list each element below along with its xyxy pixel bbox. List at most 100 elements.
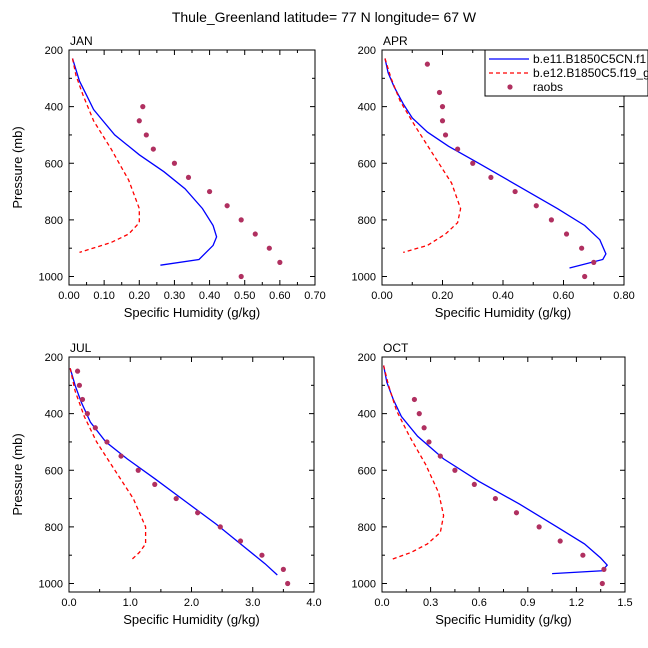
raobs-point	[84, 411, 90, 417]
raobs-point	[238, 273, 244, 280]
x-tick-label: 0.40	[492, 290, 513, 302]
x-tick-label: 0.30	[164, 290, 185, 302]
x-tick-label: 0.9	[520, 597, 535, 609]
raobs-point	[599, 580, 605, 587]
x-tick-label: 0.50	[234, 290, 255, 302]
x-axis-label: Specific Humidity (g/kg)	[435, 612, 572, 627]
plot-frame	[68, 49, 316, 286]
y-tick-label: 400	[45, 409, 63, 421]
raobs-point	[452, 467, 458, 473]
raobs-point	[173, 495, 179, 502]
raobs-point	[152, 481, 158, 488]
y-tick-label: 800	[45, 522, 63, 534]
raobs-point	[488, 174, 494, 181]
raobs-point	[118, 453, 124, 459]
raobs-point	[277, 259, 283, 265]
raobs-point	[252, 231, 258, 237]
raobs-point	[266, 245, 272, 251]
x-tick-label: 0.00	[58, 290, 79, 302]
y-tick-label: 800	[358, 215, 376, 227]
panel-title: APR	[383, 34, 408, 48]
raobs-point	[426, 439, 432, 445]
y-tick-label: 400	[45, 102, 63, 114]
raobs-point	[92, 425, 98, 431]
raobs-point	[79, 396, 86, 403]
legend: b.e11.B1850C5CN.f1b.e12.B1850C5.f19_grao…	[484, 49, 648, 97]
y-tick-label: 400	[358, 409, 376, 421]
raobs-point	[280, 566, 286, 572]
raobs-point	[492, 495, 498, 502]
chart-panel-oct: OCT 0.0 0.3 0.6 0.9 1.2 1.5 200 400 600 800 1000 Spe…	[352, 341, 633, 627]
raobs-point	[150, 146, 156, 152]
raobs-point	[424, 61, 430, 67]
plot-frame	[381, 356, 626, 593]
y-tick-label: 1000	[352, 579, 376, 591]
y-tick-label: 600	[45, 465, 63, 477]
raobs-point	[536, 524, 542, 530]
x-tick-label: 0.0	[374, 597, 389, 609]
series-line-e12	[384, 58, 462, 254]
raobs-point	[471, 481, 477, 488]
y-tick-label: 1000	[39, 272, 63, 284]
series-line-e12	[71, 58, 140, 254]
x-tick-label: 3.0	[245, 597, 260, 609]
chart-panel-jan: JAN 0.00 0.10 0.20 0.30 0.40 0.50 0.60 0.70 200 40…	[10, 34, 326, 320]
y-tick-label: 1000	[352, 272, 376, 284]
legend-raobs-marker	[507, 84, 513, 90]
x-tick-label: 0.80	[613, 290, 634, 302]
x-tick-label: 1.5	[617, 597, 632, 609]
raobs-point	[442, 132, 449, 138]
raobs-point	[224, 203, 230, 209]
series-line-e12	[382, 365, 445, 561]
x-tick-label: 0.40	[199, 290, 220, 302]
raobs-point	[238, 217, 244, 223]
raobs-point	[563, 231, 570, 237]
y-axis-label: Pressure (mb)	[10, 433, 25, 515]
raobs-point	[104, 439, 110, 445]
x-tick-label: 0.60	[269, 290, 290, 302]
x-tick-label: 0.0	[61, 597, 76, 609]
raobs-point	[579, 245, 585, 251]
x-tick-label: 0.70	[304, 290, 325, 302]
x-tick-label: 4.0	[306, 597, 321, 609]
raobs-point	[591, 259, 597, 265]
raobs-point	[74, 368, 81, 374]
raobs-point	[76, 382, 83, 388]
x-tick-label: 0.10	[93, 290, 114, 302]
raobs-point	[436, 89, 443, 96]
x-tick-label: 2.0	[184, 597, 199, 609]
raobs-point	[195, 510, 201, 516]
raobs-point	[580, 552, 586, 558]
y-tick-label: 200	[45, 352, 63, 364]
raobs-point	[557, 538, 563, 544]
series-line-e12	[69, 368, 147, 562]
raobs-point	[416, 411, 422, 417]
x-tick-label: 0.6	[472, 597, 487, 609]
plot-frame	[68, 356, 315, 593]
y-tick-label: 200	[45, 45, 63, 57]
raobs-point	[259, 552, 265, 558]
raobs-point	[237, 538, 244, 544]
raobs-point	[439, 104, 446, 110]
x-tick-label: 0.00	[371, 290, 392, 302]
panel-title: JAN	[70, 34, 93, 48]
y-tick-label: 600	[45, 158, 63, 170]
y-axis-label: Pressure (mb)	[10, 126, 25, 208]
raobs-point	[206, 188, 213, 195]
raobs-point	[285, 580, 291, 587]
raobs-point	[143, 132, 149, 138]
raobs-point	[512, 188, 518, 195]
raobs-point	[533, 203, 539, 209]
y-tick-label: 600	[358, 158, 376, 170]
x-tick-label: 1.0	[123, 597, 138, 609]
x-tick-label: 1.2	[569, 597, 584, 609]
y-tick-label: 400	[358, 102, 376, 114]
y-tick-label: 600	[358, 465, 376, 477]
y-tick-label: 200	[358, 352, 376, 364]
series-line-e11	[71, 58, 218, 266]
raobs-point	[185, 174, 192, 181]
raobs-point	[136, 118, 142, 124]
raobs-point	[437, 453, 443, 459]
x-tick-label: 0.60	[553, 290, 574, 302]
